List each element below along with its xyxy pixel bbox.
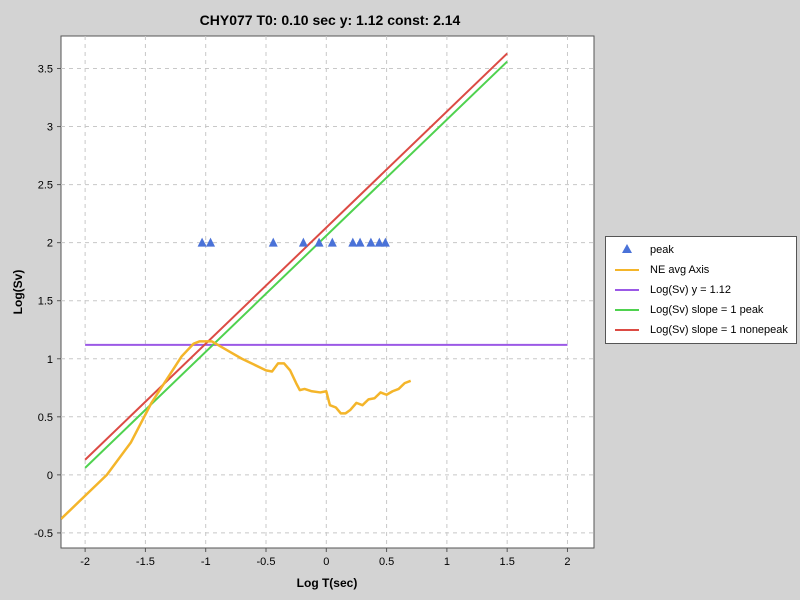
x-tick-label: 0.5 [379,556,394,568]
peak-marker [366,237,376,247]
x-tick-label: 1 [444,556,450,568]
chart-title: CHY077 T0: 0.10 sec y: 1.12 const: 2.14 [199,12,461,28]
peak-marker [348,237,358,247]
peak-marker [298,237,308,247]
x-tick-label: -0.5 [257,556,276,568]
peak-marker [197,237,207,247]
y-tick-label: 3 [47,122,53,134]
y-tick-label: 2 [47,238,53,250]
y-tick-label: 0.5 [38,412,53,424]
legend-item-slope-peak: Log(Sv) slope = 1 peak [606,300,796,320]
x-tick-label: 2 [564,556,570,568]
peak-marker [327,237,337,247]
x-tick-label: -1.5 [136,556,155,568]
legend-label: Log(Sv) y = 1.12 [650,284,732,296]
x-tick-label: 1.5 [500,556,515,568]
axis-ticks: -2 -1.5 -1 -0.5 0 0.5 1 1.5 2 -0.5 0 0.5 1 1.5 2 2.5 3 3.… [34,64,571,568]
legend-item-ne-avg-axis: NE avg Axis [606,260,796,280]
legend-label: Log(Sv) slope = 1 nonepeak [650,324,788,336]
x-axis-label: Log T(sec) [297,576,358,590]
legend-item-slope-nonepeak: Log(Sv) slope = 1 nonepeak [606,320,796,340]
y-tick-label: 2.5 [38,180,53,192]
line-swatch-icon [612,280,642,300]
peak-marker [355,237,365,247]
legend: peak NE avg Axis Log(Sv) y = 1.12 Log(Sv… [605,236,797,344]
x-tick-label: -1 [201,556,211,568]
line-swatch-icon [612,260,642,280]
x-tick-label: -2 [80,556,90,568]
legend-label: NE avg Axis [650,264,710,276]
peak-marker [314,237,324,247]
legend-label: peak [650,244,674,256]
peak-marker [380,237,390,247]
peak-marker [374,237,384,247]
series-line-1 [61,340,412,520]
y-tick-label: 0 [47,470,53,482]
y-tick-label: -0.5 [34,528,53,540]
y-tick-label: 1 [47,354,53,366]
legend-item-horizontal: Log(Sv) y = 1.12 [606,280,796,300]
series-layer [61,52,568,520]
legend-label: Log(Sv) slope = 1 peak [650,304,764,316]
series-line-3 [84,60,508,469]
y-axis-label: Log(Sv) [11,270,25,315]
triangle-marker-icon [612,240,642,260]
line-swatch-icon [612,320,642,340]
y-tick-label: 1.5 [38,296,53,308]
y-tick-label: 3.5 [38,64,53,76]
line-swatch-icon [612,300,642,320]
peak-marker [268,237,278,247]
plot-area [60,35,595,549]
legend-item-peak: peak [606,240,796,260]
peak-marker [206,237,216,247]
x-tick-label: 0 [323,556,329,568]
grid [61,36,594,548]
series-line-4 [84,52,508,461]
